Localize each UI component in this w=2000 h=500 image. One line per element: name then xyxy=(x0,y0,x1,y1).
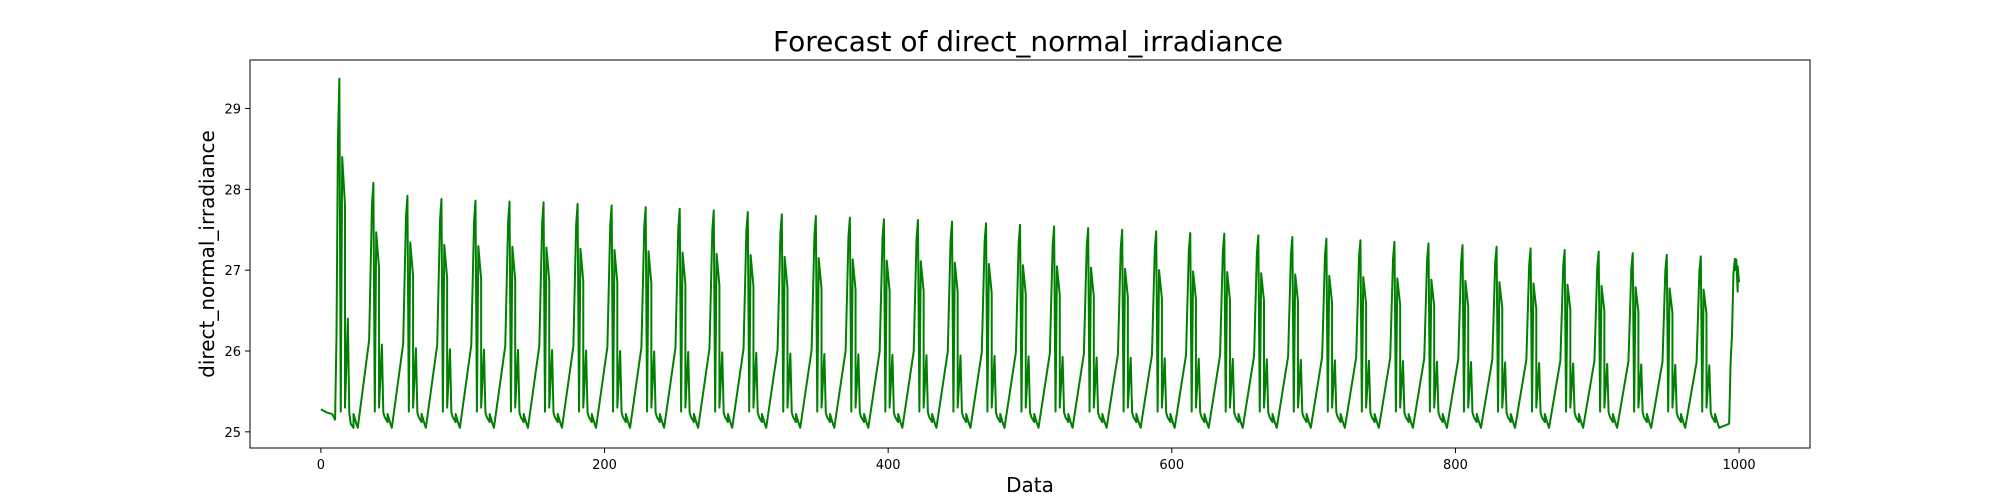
x-tick-label: 600 xyxy=(1159,458,1184,473)
y-tick-label: 29 xyxy=(224,103,241,118)
x-tick-label: 1000 xyxy=(1723,458,1756,473)
x-tick-label: 800 xyxy=(1443,458,1468,473)
y-tick-label: 26 xyxy=(224,345,241,360)
x-axis-label: Data xyxy=(1006,473,1054,497)
x-tick-label: 400 xyxy=(876,458,901,473)
chart-title: Forecast of direct_normal_irradiance xyxy=(773,25,1283,58)
x-axis: 0 200 400 600 800 1000 xyxy=(317,448,1756,473)
y-axis-label: direct_normal_irradiance xyxy=(195,130,219,378)
y-tick-label: 27 xyxy=(224,264,241,279)
series-line xyxy=(320,77,1741,429)
y-axis: 25 26 27 28 29 xyxy=(224,103,250,441)
y-tick-label: 25 xyxy=(224,426,241,441)
plot-frame xyxy=(249,59,1811,449)
x-tick-label: 0 xyxy=(317,458,325,473)
plot-area xyxy=(320,77,1741,429)
y-tick-label: 28 xyxy=(224,183,241,198)
x-tick-label: 200 xyxy=(592,458,617,473)
